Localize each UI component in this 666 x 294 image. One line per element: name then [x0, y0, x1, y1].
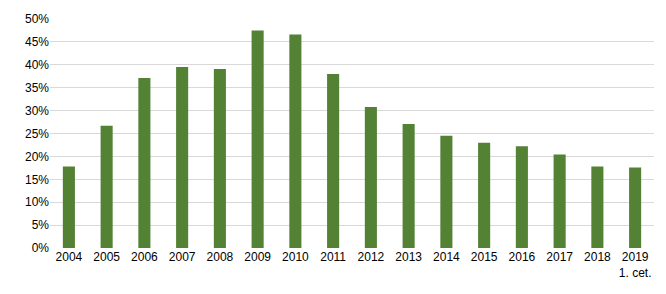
svg-text:2009: 2009 — [244, 250, 271, 264]
svg-text:0%: 0% — [32, 241, 50, 255]
svg-text:5%: 5% — [32, 218, 50, 232]
svg-text:20%: 20% — [25, 150, 49, 164]
svg-text:2007: 2007 — [169, 250, 196, 264]
svg-text:2015: 2015 — [471, 250, 498, 264]
svg-text:2004: 2004 — [56, 250, 83, 264]
svg-text:30%: 30% — [25, 104, 49, 118]
svg-text:2013: 2013 — [395, 250, 422, 264]
svg-text:2006: 2006 — [131, 250, 158, 264]
svg-text:2008: 2008 — [207, 250, 234, 264]
svg-text:2011: 2011 — [320, 250, 346, 264]
svg-text:10%: 10% — [25, 195, 49, 209]
svg-text:2017: 2017 — [546, 250, 573, 264]
svg-text:2014: 2014 — [433, 250, 460, 264]
svg-text:2012: 2012 — [358, 250, 385, 264]
svg-text:20191. cet.: 20191. cet. — [619, 250, 652, 280]
svg-text:35%: 35% — [25, 81, 49, 95]
svg-text:2005: 2005 — [93, 250, 120, 264]
svg-text:40%: 40% — [25, 58, 49, 72]
svg-text:25%: 25% — [25, 127, 49, 141]
svg-text:15%: 15% — [25, 173, 49, 187]
svg-text:2016: 2016 — [509, 250, 536, 264]
svg-text:2010: 2010 — [282, 250, 309, 264]
svg-text:50%: 50% — [25, 12, 49, 26]
svg-text:2018: 2018 — [584, 250, 611, 264]
svg-text:45%: 45% — [25, 35, 49, 49]
